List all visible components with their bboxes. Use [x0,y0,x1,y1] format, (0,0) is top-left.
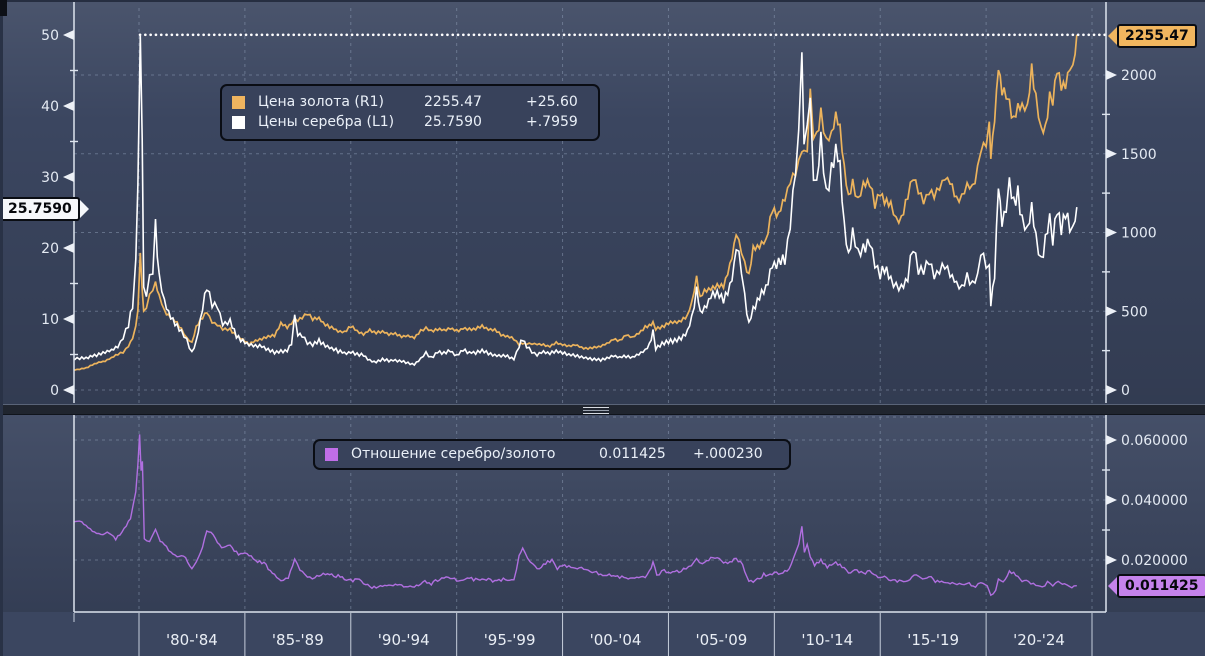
panel-divider [0,404,1205,415]
silver-price-line[interactable] [73,35,1078,367]
silver-swatch-icon [232,116,245,129]
legend-label: Отношение серебро/золото [351,446,556,462]
tag-arrow-icon [1108,27,1117,45]
right-axis-tick-label: 1000 [1121,226,1157,242]
right-tick-arrow-icon [1106,385,1117,395]
x-axis-strip: '80-'84 '85-'89 '90-'94 '95-'99 '00-'04 '05-'… [73,613,1093,656]
gridlines [74,8,1106,612]
ratio-last-value-tag: 0.011425 [1108,574,1205,598]
right-axis-tick-label: 0 [1121,383,1130,399]
legend-row-silver[interactable]: Цены серебра (L1) 25.7590 +.7959 [222,113,598,132]
right-tick-arrow-icon [1106,70,1117,80]
window-left-edge [0,0,3,656]
silver-last-price-tag: 25.7590 [0,197,89,221]
tag-arrow-icon [79,200,89,218]
legend-change: +.7959 [526,114,578,130]
right-tick-arrow-icon [1106,435,1117,445]
right-axis-tick-label: 1500 [1121,147,1157,163]
right-tick-arrow-icon [1106,148,1117,159]
right-axis-tick-label: 0.060000 [1121,433,1188,449]
gold-price-line[interactable] [74,34,1078,372]
axis-ticks: 0102030405005001000150020000.0200000.040… [41,28,1188,569]
legend-value: 0.011425 [599,446,666,462]
gold-swatch-icon [232,96,245,109]
x-bin-label: '05-'09 [695,631,747,649]
x-bin-label: '80-'84 [166,631,218,649]
ratio-swatch-icon [325,448,338,461]
legend-change: +.000230 [693,446,763,462]
gold-last-price-tag: 2255.47 [1108,24,1197,48]
legend-prices[interactable]: Цена золота (R1) 2255.47 +25.60 Цены сер… [220,84,600,141]
silver-gold-ratio-line[interactable] [74,434,1077,597]
x-bin-label: '00-'04 [590,631,642,649]
legend-row-gold[interactable]: Цена золота (R1) 2255.47 +25.60 [222,93,598,112]
left-axis-tick-label: 50 [41,28,59,44]
right-tick-arrow-icon [1106,495,1117,505]
legend-change: +25.60 [526,94,578,110]
legend-row-ratio[interactable]: Отношение серебро/золото 0.011425 +.0002… [315,445,789,464]
left-tick-arrow-icon [63,385,74,395]
left-tick-arrow-icon [63,172,74,182]
x-bin-label: '10-'14 [801,631,853,649]
panel-resize-handle[interactable] [583,407,609,408]
left-axis-tick-label: 10 [41,312,59,328]
x-bin-label: '85-'89 [272,631,324,649]
right-axis-tick-label: 2000 [1121,68,1157,84]
top-panel-background [0,0,1205,404]
right-tick-arrow-icon [1106,555,1117,565]
right-axis-tick-label: 0.040000 [1121,493,1188,509]
right-tick-arrow-icon [1106,227,1117,238]
left-tick-arrow-icon [63,243,74,253]
window-top-edge [0,0,1205,2]
right-axis-tick-label: 0.020000 [1121,553,1188,569]
legend-ratio[interactable]: Отношение серебро/золото 0.011425 +.0002… [313,439,791,470]
left-tick-arrow-icon [63,30,74,40]
x-bin-label: '15-'19 [907,631,959,649]
x-bin-label: '20-'24 [1013,631,1065,649]
left-axis-tick-label: 0 [50,383,59,399]
x-bin-label: '95-'99 [484,631,536,649]
tag-arrow-icon [1108,577,1117,595]
left-axis-tick-label: 30 [41,170,59,186]
left-tick-arrow-icon [63,101,74,111]
window-corner [0,0,7,16]
left-axis-tick-label: 20 [41,241,59,257]
left-tick-arrow-icon [63,314,74,324]
right-axis-tick-label: 500 [1121,304,1148,320]
legend-value: 25.7590 [424,114,482,130]
legend-value: 2255.47 [424,94,482,110]
left-axis-tick-label: 40 [41,99,59,115]
legend-label: Цены серебра (L1) [258,114,395,130]
x-bin-label: '90-'94 [378,631,430,649]
right-tick-arrow-icon [1106,306,1117,317]
legend-label: Цена золота (R1) [258,94,384,110]
